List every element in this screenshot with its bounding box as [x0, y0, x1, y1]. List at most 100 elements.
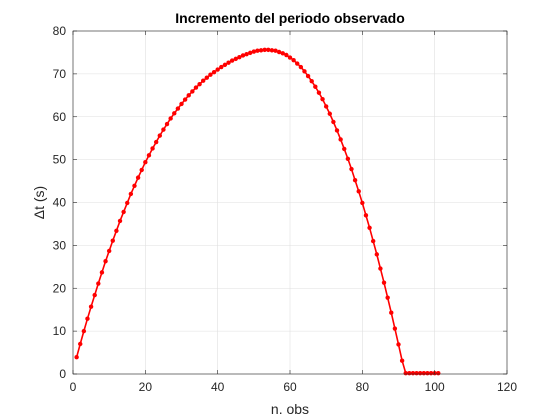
- data-point: [179, 101, 184, 107]
- data-point: [121, 209, 126, 215]
- data-point: [258, 48, 264, 53]
- data-point: [226, 60, 231, 65]
- data-point: [280, 51, 285, 56]
- data-point: [287, 55, 293, 60]
- data-point: [186, 93, 191, 98]
- data-point: [269, 48, 275, 53]
- data-point: [349, 166, 354, 172]
- data-point: [114, 228, 119, 233]
- data-point: [204, 75, 210, 80]
- data-point: [367, 225, 372, 230]
- data-point: [222, 62, 228, 68]
- data-point: [378, 266, 383, 271]
- x-axis-title: n. obs: [271, 401, 309, 417]
- y-tick-label: 20: [53, 281, 67, 295]
- data-point: [99, 270, 105, 275]
- data-point: [363, 213, 369, 218]
- data-point: [219, 64, 224, 70]
- x-tick-label: 20: [139, 380, 153, 394]
- data-point: [276, 49, 282, 55]
- data-point: [157, 133, 162, 138]
- data-point: [352, 178, 358, 183]
- data-point: [273, 48, 278, 53]
- data-point: [135, 175, 141, 180]
- data-point: [251, 49, 257, 54]
- data-point: [262, 47, 267, 53]
- data-point: [146, 153, 152, 158]
- data-point: [244, 51, 249, 57]
- data-point: [229, 58, 235, 63]
- data-point: [320, 96, 325, 102]
- data-point: [248, 50, 253, 56]
- data-point: [143, 159, 148, 165]
- data-point: [360, 200, 365, 206]
- data-point: [164, 121, 170, 127]
- x-tick-label: 0: [70, 380, 77, 394]
- data-point: [399, 358, 405, 363]
- data-point: [103, 259, 108, 264]
- data-point: [182, 97, 188, 102]
- data-point: [302, 69, 307, 74]
- data-point: [211, 69, 217, 75]
- data-point: [255, 48, 260, 53]
- data-point: [215, 67, 220, 72]
- data-point: [284, 52, 289, 58]
- data-point: [240, 53, 246, 58]
- y-tick-label: 80: [53, 24, 67, 38]
- data-point: [88, 304, 94, 309]
- data-point: [392, 326, 398, 331]
- data-point: [331, 119, 336, 125]
- data-point: [295, 61, 300, 66]
- data-point: [150, 146, 155, 151]
- data-point: [381, 280, 387, 285]
- y-axis-title: Δt (s): [31, 186, 47, 219]
- x-tick-label: 100: [425, 380, 445, 394]
- data-point: [309, 78, 314, 84]
- data-point: [305, 73, 311, 79]
- data-point: [313, 84, 318, 89]
- data-point: [125, 200, 130, 206]
- data-point: [345, 156, 351, 161]
- y-tick-label: 30: [53, 238, 67, 252]
- data-point: [193, 85, 199, 90]
- y-tick-label: 10: [53, 324, 67, 338]
- data-point: [316, 90, 322, 95]
- data-point: [81, 328, 87, 334]
- data-point: [233, 56, 238, 62]
- data-point: [374, 252, 379, 257]
- x-tick-label: 120: [497, 380, 517, 394]
- data-point: [139, 167, 144, 173]
- data-point: [175, 106, 181, 111]
- data-point: [342, 146, 347, 152]
- data-point: [132, 183, 137, 188]
- axis-ticks: 0 20 40 60 80 100 120 0 10 20 30 40 50 60 70 80: [53, 24, 518, 394]
- data-point: [85, 316, 90, 321]
- data-point: [334, 128, 340, 133]
- data-point: [208, 72, 213, 77]
- data-point: [197, 81, 202, 87]
- data-point: [356, 189, 361, 194]
- x-tick-label: 80: [356, 380, 370, 394]
- data-point: [385, 295, 390, 300]
- data-point: [436, 370, 441, 376]
- data-point: [117, 218, 123, 224]
- data-point: [389, 310, 394, 315]
- data-point: [96, 281, 101, 286]
- y-tick-label: 0: [59, 367, 66, 381]
- x-tick-label: 60: [283, 380, 297, 394]
- data-point: [78, 341, 83, 347]
- data-point: [327, 111, 332, 116]
- data-point: [161, 127, 166, 132]
- data-point: [237, 54, 242, 60]
- data-point: [396, 342, 401, 347]
- data-point: [370, 238, 376, 244]
- data-point: [110, 238, 115, 243]
- data-point: [323, 104, 329, 109]
- data-point: [298, 64, 304, 70]
- data-point: [92, 292, 97, 298]
- data-point: [201, 78, 206, 83]
- x-tick-label: 40: [211, 380, 225, 394]
- data-point: [266, 47, 271, 53]
- y-tick-label: 50: [53, 153, 67, 167]
